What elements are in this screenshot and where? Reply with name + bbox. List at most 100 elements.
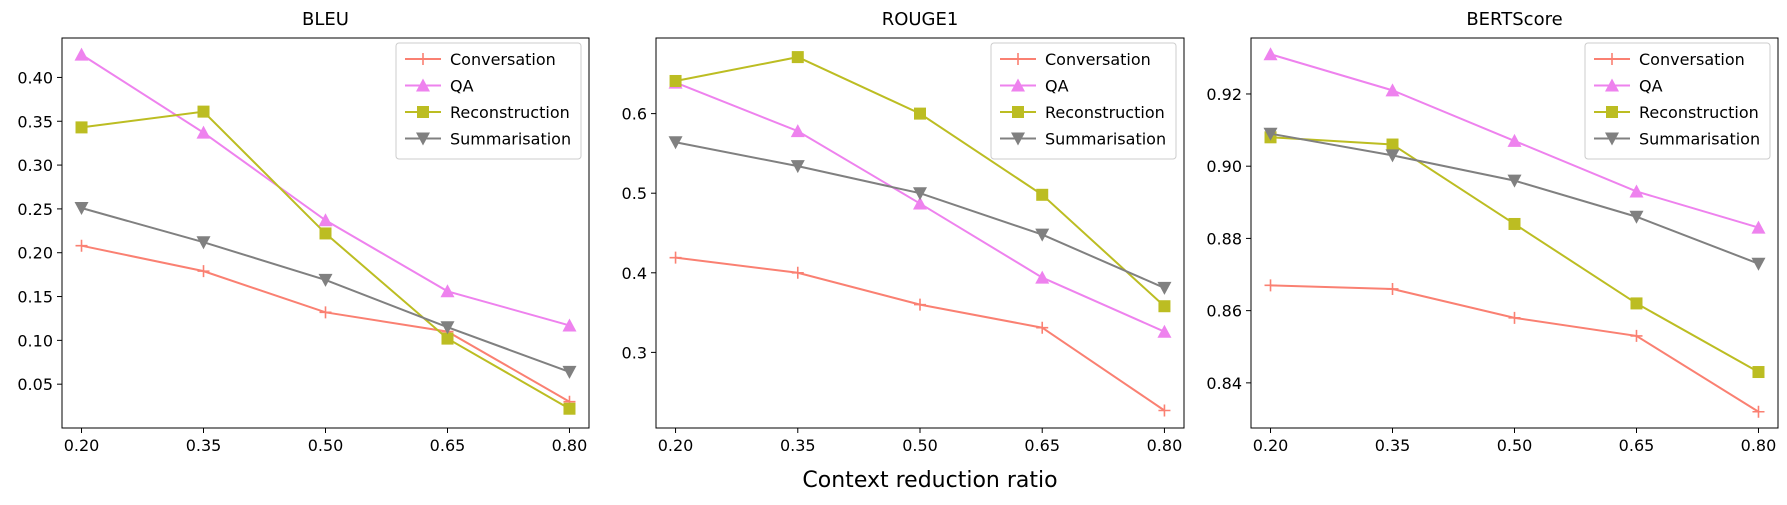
data-point-reconstruction	[1508, 217, 1521, 230]
legend-label: Conversation	[450, 50, 556, 69]
data-point-reconstruction	[319, 227, 332, 240]
data-point-summarisation	[1157, 281, 1172, 295]
data-point-conversation	[1264, 279, 1277, 292]
data-point-reconstruction	[1158, 300, 1171, 313]
legend-label: Reconstruction	[450, 103, 570, 122]
data-point-summarisation	[668, 136, 683, 150]
data-point-qa	[1507, 133, 1522, 147]
legend-marker	[417, 106, 429, 118]
data-point-summarisation	[913, 187, 927, 201]
data-point-qa	[1035, 270, 1050, 284]
x-tick-label: 0.35	[1375, 436, 1411, 455]
x-tick-label: 0.20	[64, 436, 100, 455]
data-point-qa	[196, 125, 211, 139]
data-point-conversation	[1508, 311, 1521, 324]
data-point-qa	[913, 196, 927, 210]
data-point-qa	[1385, 83, 1400, 97]
x-tick-label: 0.65	[1024, 436, 1060, 455]
legend-marker	[1606, 53, 1618, 65]
y-tick-label: 0.86	[1206, 302, 1242, 321]
y-tick-label: 0.35	[17, 112, 53, 131]
x-tick-label: 0.35	[780, 436, 816, 455]
x-tick-label: 0.65	[1619, 436, 1655, 455]
data-point-summarisation	[790, 160, 805, 174]
x-tick-label: 0.35	[186, 436, 222, 455]
legend-label: Summarisation	[1045, 130, 1166, 149]
legend-marker	[1011, 132, 1025, 146]
data-point-conversation	[1630, 329, 1643, 342]
legend-label: Reconstruction	[1045, 103, 1165, 122]
data-point-conversation	[319, 306, 332, 319]
legend-marker	[416, 78, 430, 92]
data-point-reconstruction	[1630, 297, 1643, 310]
data-point-reconstruction	[75, 121, 88, 134]
data-point-conversation	[1386, 282, 1399, 295]
data-point-reconstruction	[1752, 366, 1765, 379]
data-point-conversation	[1158, 404, 1171, 417]
data-point-summarisation	[440, 321, 455, 335]
data-point-summarisation	[74, 202, 89, 216]
data-point-summarisation	[1629, 210, 1644, 224]
data-point-summarisation	[196, 236, 211, 250]
chart-title: BLEU	[302, 9, 349, 30]
x-tick-label: 0.80	[552, 436, 588, 455]
data-point-summarisation	[1751, 257, 1766, 271]
series-line-conversation	[1270, 284, 1760, 413]
legend-box	[990, 42, 1177, 160]
legend-marker	[1606, 106, 1618, 118]
y-tick-label: 0.90	[1206, 157, 1242, 176]
x-tick-label: 0.65	[430, 436, 466, 455]
y-tick-label: 0.92	[1206, 85, 1242, 104]
data-point-reconstruction	[1386, 138, 1399, 151]
x-tick-label: 0.50	[902, 436, 938, 455]
legend-label: QA	[1639, 77, 1663, 96]
x-tick-label: 0.80	[1741, 436, 1777, 455]
data-point-reconstruction	[791, 51, 804, 64]
data-point-qa	[1263, 47, 1278, 61]
y-tick-label: 0.3	[622, 343, 647, 362]
legend-marker	[1012, 53, 1024, 65]
legend: Conversation QA Reconstruction Summarisatio…	[395, 42, 582, 160]
y-tick-label: 0.25	[17, 200, 53, 219]
data-point-qa	[562, 318, 577, 332]
data-point-qa	[1629, 184, 1644, 198]
y-tick-label: 0.84	[1206, 374, 1242, 393]
chart-title: BERTScore	[1466, 9, 1562, 30]
figure-xlabel: Context reduction ratio	[802, 468, 1057, 493]
y-tick-label: 0.15	[17, 288, 53, 307]
data-point-qa	[74, 47, 89, 61]
x-tick-label: 0.50	[308, 436, 344, 455]
y-tick-label: 0.20	[17, 244, 53, 263]
data-point-qa	[318, 213, 333, 227]
x-tick-label: 0.50	[1497, 436, 1533, 455]
data-point-conversation	[1036, 321, 1049, 334]
legend-box	[395, 42, 582, 160]
y-tick-label: 0.4	[622, 264, 647, 283]
legend-marker	[416, 132, 430, 146]
x-tick-label: 0.20	[658, 436, 694, 455]
data-point-reconstruction	[441, 332, 454, 345]
data-point-qa	[1157, 324, 1172, 338]
legend-label: QA	[1045, 77, 1069, 96]
y-tick-label: 0.30	[17, 156, 53, 175]
y-tick-label: 0.05	[17, 375, 53, 394]
legend-marker	[1011, 78, 1025, 92]
legend-label: Reconstruction	[1639, 103, 1759, 122]
data-point-conversation	[914, 298, 926, 311]
data-point-conversation	[75, 239, 88, 252]
data-point-conversation	[1752, 405, 1765, 418]
data-point-summarisation	[1263, 127, 1278, 141]
series-line-conversation	[675, 256, 1166, 412]
legend-marker	[1012, 106, 1024, 118]
x-tick-label: 0.80	[1147, 436, 1183, 455]
data-point-reconstruction	[1036, 188, 1049, 201]
data-point-reconstruction	[669, 74, 682, 87]
data-point-summarisation	[1035, 228, 1050, 242]
data-point-reconstruction	[563, 402, 576, 415]
data-point-conversation	[197, 265, 210, 278]
data-point-reconstruction	[914, 107, 926, 120]
data-point-summarisation	[1507, 174, 1522, 188]
chart-panel-2: ROUGE1 0.20 0.35 0.50 0.65 0.80 0.3 0.4 0.5 0.6 Co…	[622, 9, 1185, 455]
chart-panel-1: BLEU 0.20 0.35 0.50 0.65 0.80 0.05 0.10 0.15 0.20…	[17, 9, 590, 455]
